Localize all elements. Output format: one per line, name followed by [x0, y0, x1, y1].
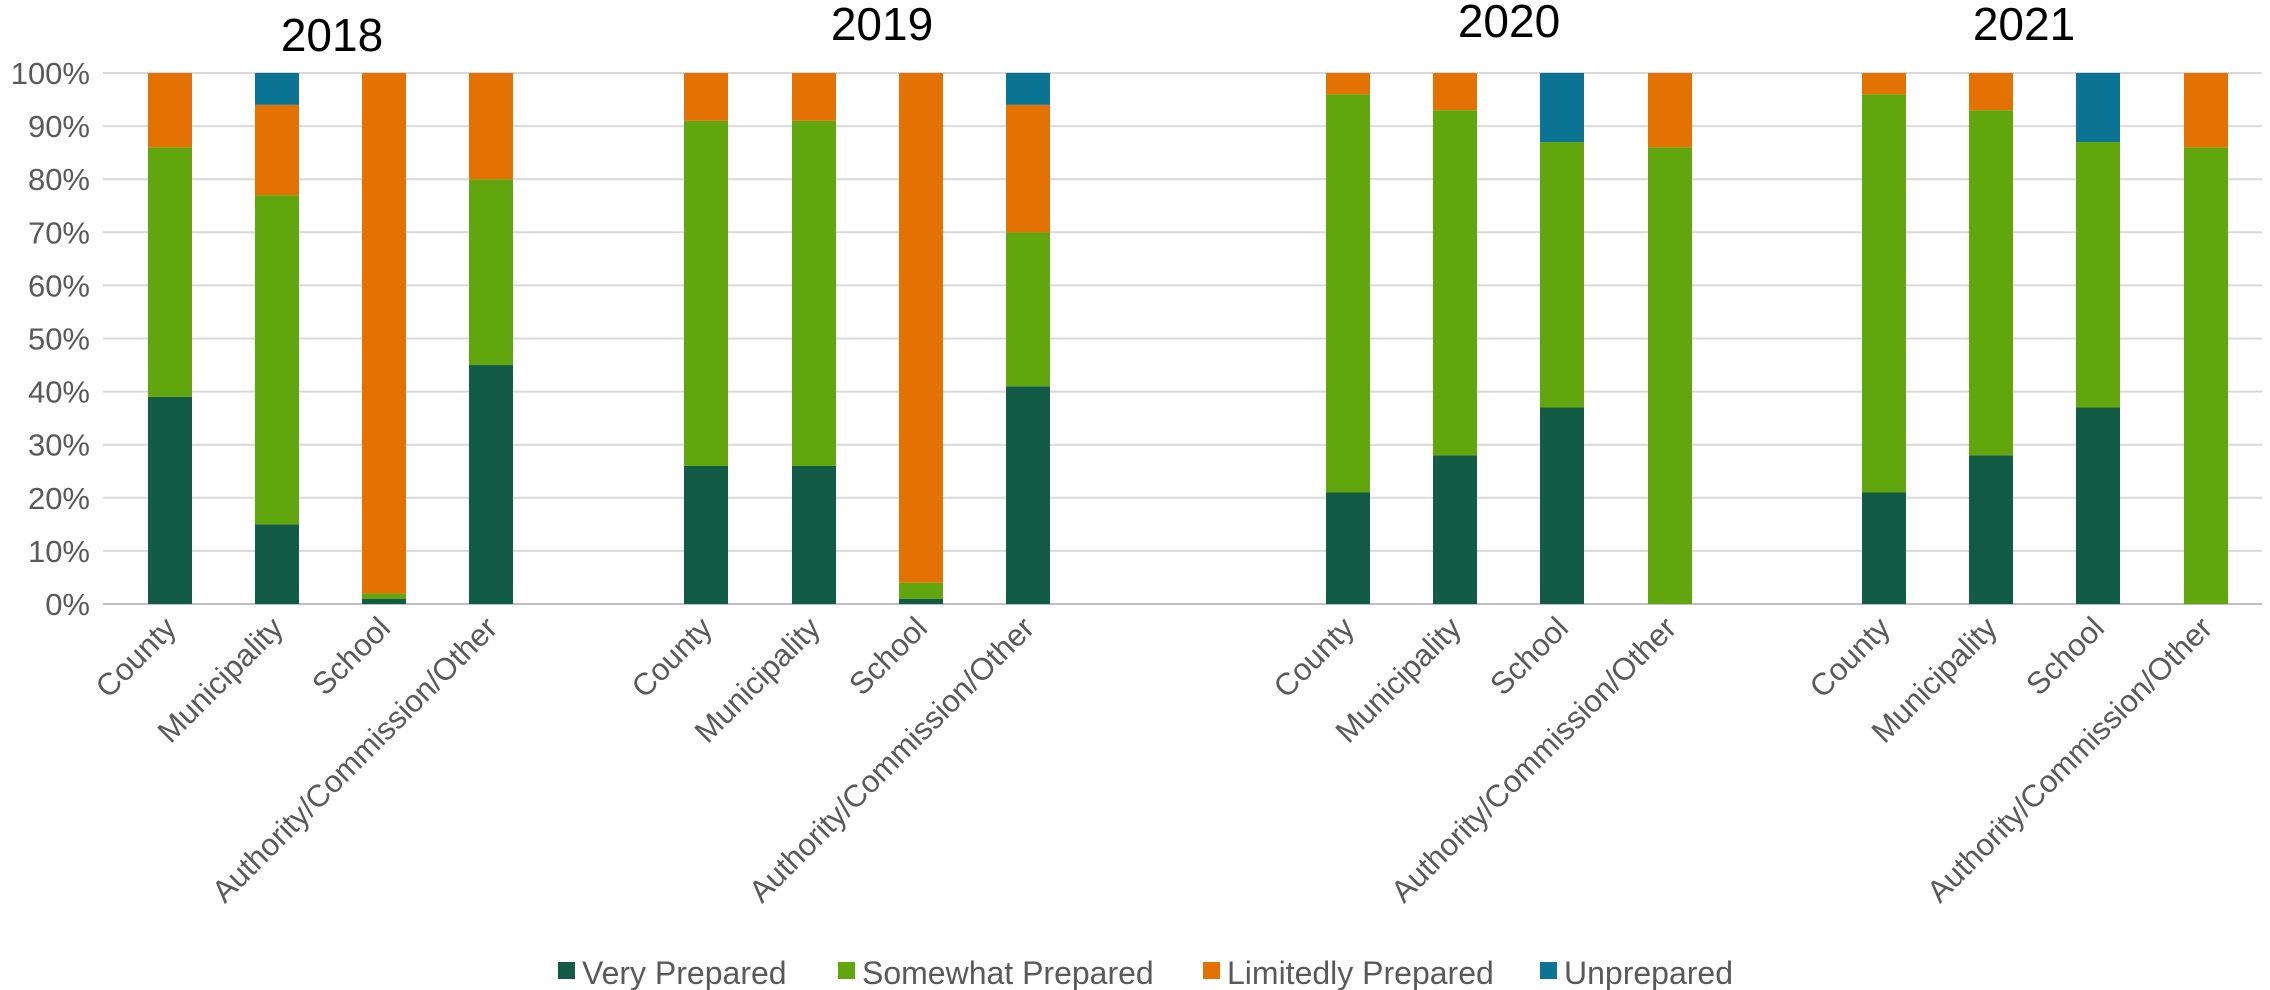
y-axis-ticks: 0% 10% 20% 30% 40% 50% 60% 70% 80% 90% 100%: [11, 56, 90, 622]
legend-label: Very Prepared: [582, 955, 787, 990]
y-tick-label: 50%: [28, 322, 90, 357]
legend-swatch: [1203, 962, 1220, 979]
bar-segment-limitedly-prepared: [899, 73, 943, 583]
bar-segment-very-prepared: [1969, 455, 2013, 604]
x-category-label: County: [625, 610, 720, 705]
legend-label: Unprepared: [1564, 955, 1733, 990]
group-title: 2021: [1973, 0, 2075, 50]
bar-segment-limitedly-prepared: [792, 73, 836, 121]
bar-segment-limitedly-prepared: [1433, 73, 1477, 111]
bar-segment-somewhat-prepared: [1648, 147, 1692, 604]
bar-segment-somewhat-prepared: [148, 147, 192, 397]
gridlines: [103, 72, 2262, 605]
bar-segment-very-prepared: [1433, 455, 1477, 604]
bar-segment-somewhat-prepared: [1326, 94, 1370, 493]
bar-segment-limitedly-prepared: [1969, 73, 2013, 111]
y-tick-label: 100%: [11, 56, 90, 91]
bar-segment-somewhat-prepared: [792, 120, 836, 466]
bar-segment-somewhat-prepared: [362, 593, 406, 599]
bar-segment-somewhat-prepared: [684, 120, 728, 466]
bar-segment-very-prepared: [684, 465, 728, 604]
x-category-label: County: [1803, 610, 1898, 705]
y-tick-label: 40%: [28, 375, 90, 410]
bar-segment-limitedly-prepared: [1648, 73, 1692, 148]
legend-label: Limitedly Prepared: [1227, 955, 1494, 990]
legend-swatch: [558, 962, 575, 979]
group-title: 2020: [1458, 0, 1560, 47]
bar-segment-limitedly-prepared: [148, 73, 192, 148]
x-category-label: School: [2019, 610, 2111, 702]
bar-segment-somewhat-prepared: [255, 195, 299, 525]
bar-segment-limitedly-prepared: [1326, 73, 1370, 95]
bar-segment-limitedly-prepared: [255, 104, 299, 196]
bar-segment-very-prepared: [1540, 407, 1584, 604]
bar-segment-somewhat-prepared: [2184, 147, 2228, 604]
group-title: 2018: [281, 9, 383, 61]
bar-segment-limitedly-prepared: [1006, 104, 1050, 233]
bar-segment-limitedly-prepared: [362, 73, 406, 594]
x-category-label: School: [1483, 610, 1575, 702]
bar-segment-somewhat-prepared: [1433, 110, 1477, 456]
bar-segment-very-prepared: [148, 396, 192, 604]
legend-label: Somewhat Prepared: [862, 955, 1154, 990]
bar-segment-unprepared: [2076, 73, 2120, 143]
bar-segment-limitedly-prepared: [2184, 73, 2228, 148]
y-tick-label: 10%: [28, 534, 90, 569]
year-titles: 2018 2019 2020 2021: [281, 0, 2075, 61]
y-tick-label: 70%: [28, 215, 90, 250]
bar-segment-somewhat-prepared: [469, 179, 513, 366]
bar-segment-unprepared: [1540, 73, 1584, 143]
bar-segment-unprepared: [255, 73, 299, 105]
bar-segment-very-prepared: [2076, 407, 2120, 604]
bar-segment-somewhat-prepared: [2076, 142, 2120, 408]
bar-segment-very-prepared: [1326, 492, 1370, 604]
y-tick-label: 90%: [28, 109, 90, 144]
group-title: 2019: [831, 0, 933, 50]
x-category-label: County: [89, 610, 184, 705]
bar-segment-limitedly-prepared: [469, 73, 513, 180]
y-tick-label: 20%: [28, 481, 90, 516]
legend-swatch: [838, 962, 855, 979]
bar-segment-very-prepared: [255, 524, 299, 604]
bar-segment-limitedly-prepared: [684, 73, 728, 121]
bar-segment-very-prepared: [1862, 492, 1906, 604]
x-category-label: County: [1267, 610, 1362, 705]
legend-swatch: [1540, 962, 1557, 979]
bar-segment-very-prepared: [469, 365, 513, 604]
y-tick-label: 0%: [45, 587, 90, 622]
y-tick-label: 60%: [28, 268, 90, 303]
legend: Very Prepared Somewhat Prepared Limitedly …: [558, 955, 1733, 990]
bar-segment-very-prepared: [362, 598, 406, 604]
bar-segment-somewhat-prepared: [899, 582, 943, 599]
bar-segment-somewhat-prepared: [1862, 94, 1906, 493]
x-category-label: School: [305, 610, 397, 702]
bar-segment-limitedly-prepared: [1862, 73, 1906, 95]
bar-segment-unprepared: [1006, 73, 1050, 105]
bar-segment-very-prepared: [1006, 386, 1050, 604]
bar-segment-somewhat-prepared: [1540, 142, 1584, 408]
y-tick-label: 80%: [28, 162, 90, 197]
x-category-label: School: [842, 610, 934, 702]
bar-segment-somewhat-prepared: [1006, 232, 1050, 387]
bar-segment-somewhat-prepared: [1969, 110, 2013, 456]
bars: [148, 73, 2228, 604]
bar-segment-very-prepared: [899, 598, 943, 604]
bar-segment-very-prepared: [792, 465, 836, 604]
y-tick-label: 30%: [28, 428, 90, 463]
